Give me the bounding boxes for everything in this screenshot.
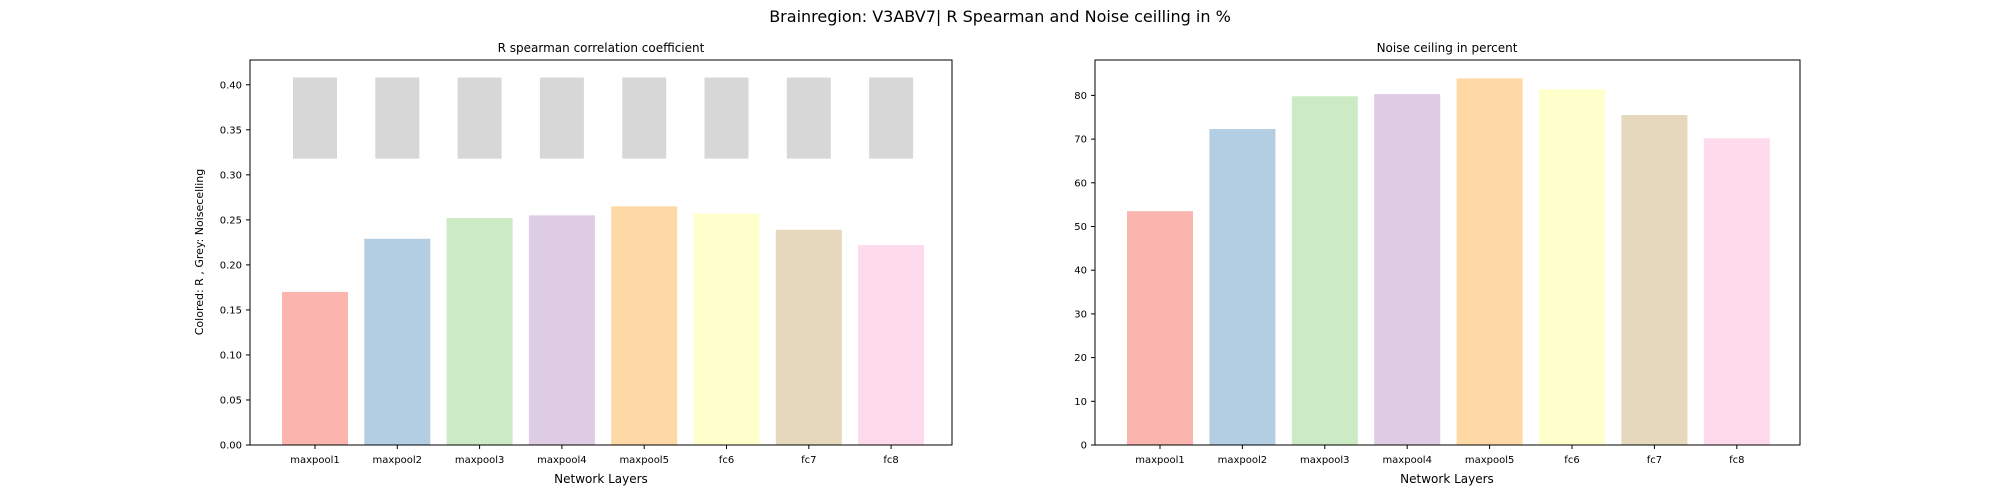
chart-left-x-axis: maxpool1 maxpool2 maxpool3 maxpool4 maxpool5… <box>290 445 899 466</box>
x-tick-label: fc7 <box>801 455 816 466</box>
chart-right-frame <box>1094 59 1801 446</box>
chart-left-title: R spearman correlation coefficient <box>498 41 705 55</box>
chart-left: R spearman correlation coefficient 0.000… <box>193 41 953 486</box>
data-bar <box>528 215 595 445</box>
y-tick-label: 30 <box>1074 309 1087 320</box>
y-tick-label: 50 <box>1074 222 1087 233</box>
chart-left-frame <box>249 59 953 446</box>
x-tick-label: maxpool3 <box>455 455 505 466</box>
x-tick-label: fc6 <box>719 455 734 466</box>
x-tick-label: maxpool1 <box>290 455 340 466</box>
y-tick-label: 0.15 <box>220 305 242 316</box>
data-bar <box>1539 89 1605 445</box>
chart-left-y-axis: 0.00 0.05 0.10 0.15 0.20 0.25 0.30 0.35 0.40 <box>220 80 250 452</box>
x-tick-label: fc7 <box>1647 455 1662 466</box>
x-tick-label: maxpool2 <box>1218 455 1268 466</box>
chart-left-ylabel: Colored: R , Grey: Noisecelling <box>193 169 206 336</box>
data-bar <box>1127 211 1193 445</box>
y-tick-label: 0.05 <box>220 395 242 406</box>
y-tick-label: 0 <box>1081 441 1087 452</box>
y-tick-label: 0.35 <box>220 125 242 136</box>
data-bar <box>446 218 513 445</box>
y-tick-label: 20 <box>1074 353 1087 364</box>
x-tick-label: maxpool4 <box>1382 455 1432 466</box>
noise-ceiling-bar <box>539 77 584 159</box>
data-bar <box>1703 138 1770 445</box>
chart-right-title: Noise ceiling in percent <box>1377 41 1518 55</box>
x-tick-label: maxpool5 <box>619 455 669 466</box>
y-tick-label: 0.10 <box>220 350 242 361</box>
data-bar <box>282 291 348 445</box>
x-tick-label: maxpool4 <box>537 455 587 466</box>
data-bar <box>775 229 842 445</box>
chart-right: Noise ceiling in percent 0 10 20 30 40 50 60 70… <box>1074 41 1801 486</box>
y-tick-label: 10 <box>1074 397 1087 408</box>
data-bar <box>1621 115 1688 445</box>
x-tick-label: maxpool5 <box>1465 455 1515 466</box>
noise-ceiling-bar <box>622 77 667 159</box>
y-tick-label: 80 <box>1074 91 1087 102</box>
noise-ceiling-bar <box>704 77 749 159</box>
y-tick-label: 0.25 <box>220 215 242 226</box>
data-bar <box>611 206 678 445</box>
data-bar <box>1291 96 1358 445</box>
data-bar <box>364 238 431 445</box>
chart-left-noise-bars <box>293 77 914 159</box>
data-bar <box>693 213 760 445</box>
y-tick-label: 60 <box>1074 178 1087 189</box>
data-bar <box>1456 78 1523 446</box>
noise-ceiling-bar <box>293 77 337 159</box>
figure-suptitle: Brainregion: V3ABV7| R Spearman and Nois… <box>769 7 1231 26</box>
y-tick-label: 0.40 <box>220 80 242 91</box>
x-tick-label: fc8 <box>1729 455 1744 466</box>
chart-right-y-axis: 0 10 20 30 40 50 60 70 80 <box>1074 91 1095 452</box>
y-tick-label: 0.20 <box>220 260 242 271</box>
y-tick-label: 0.00 <box>220 441 242 452</box>
x-tick-label: maxpool3 <box>1300 455 1350 466</box>
y-tick-label: 70 <box>1074 135 1087 146</box>
chart-right-xlabel: Network Layers <box>1400 472 1494 486</box>
x-tick-label: maxpool1 <box>1135 455 1185 466</box>
data-bar <box>1209 129 1276 445</box>
noise-ceiling-bar <box>457 77 502 159</box>
y-tick-label: 0.30 <box>220 170 242 181</box>
chart-left-xlabel: Network Layers <box>554 472 648 486</box>
x-tick-label: fc6 <box>1564 455 1579 466</box>
noise-ceiling-bar <box>869 77 914 159</box>
chart-left-bars <box>282 206 925 445</box>
x-tick-label: maxpool2 <box>373 455 423 466</box>
chart-right-x-axis: maxpool1 maxpool2 maxpool3 maxpool4 maxpool5… <box>1135 445 1744 466</box>
y-tick-label: 40 <box>1074 266 1087 277</box>
chart-right-bars <box>1127 78 1770 446</box>
noise-ceiling-bar <box>375 77 420 159</box>
noise-ceiling-bar <box>786 77 831 159</box>
x-tick-label: fc8 <box>883 455 898 466</box>
data-bar <box>1374 94 1441 445</box>
data-bar <box>858 245 925 445</box>
